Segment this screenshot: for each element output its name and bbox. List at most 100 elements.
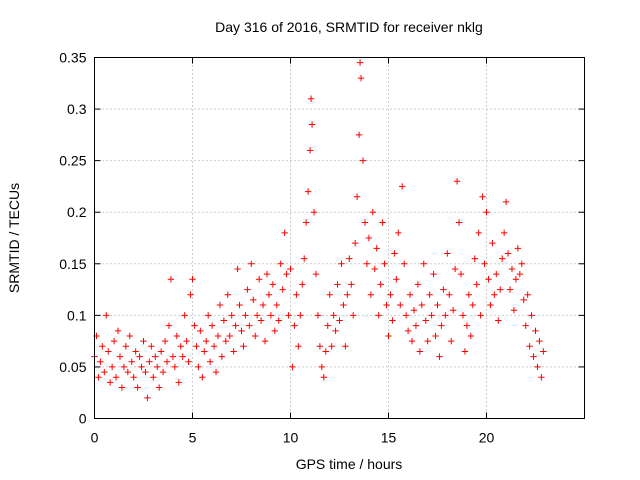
data-point [291, 322, 298, 329]
data-point [110, 337, 118, 345]
data-point [512, 276, 520, 283]
data-point [148, 343, 155, 350]
x-tick-label: 0 [91, 430, 99, 446]
data-point [485, 276, 492, 283]
y-tick-label: 0.2 [67, 204, 87, 220]
data-point [279, 286, 286, 293]
data-point [363, 260, 371, 267]
data-point [449, 307, 457, 314]
axis-ticks: 0 5 10 15 20 0 0.05 0.1 0.15 0.2 0.25 0.3 0.35 [59, 50, 585, 446]
data-point [430, 270, 437, 278]
data-point [253, 312, 261, 319]
data-point [210, 343, 218, 350]
data-point [116, 353, 124, 360]
data-point [316, 343, 324, 350]
data-point [375, 312, 382, 319]
data-point [293, 291, 300, 298]
data-point [189, 276, 196, 283]
data-point [265, 291, 273, 298]
data-point [222, 337, 230, 345]
data-point [422, 317, 429, 324]
data-point [199, 374, 206, 381]
data-point [138, 363, 145, 371]
data-point [212, 368, 220, 376]
data-point [197, 327, 204, 335]
y-tick-label: 0.35 [59, 50, 86, 66]
data-point [101, 368, 108, 376]
data-point [216, 301, 224, 309]
data-point [155, 384, 163, 391]
data-point [269, 281, 277, 288]
data-point [518, 260, 525, 267]
data-point [487, 301, 494, 309]
data-point [438, 322, 445, 329]
data-point [540, 348, 547, 355]
data-point [179, 353, 186, 360]
data-point [136, 353, 143, 360]
data-point [204, 312, 212, 319]
data-point [103, 312, 110, 319]
data-point [242, 312, 249, 319]
data-point [338, 260, 345, 267]
data-point [399, 183, 406, 190]
data-point [252, 332, 259, 340]
data-point [522, 322, 529, 329]
data-point [175, 379, 182, 386]
y-tick-label: 0.05 [59, 359, 86, 375]
data-point [473, 281, 480, 288]
data-point [355, 131, 363, 139]
data-point [275, 317, 282, 324]
data-point [346, 255, 353, 262]
data-point [416, 348, 424, 355]
data-point [220, 317, 228, 324]
data-point [506, 286, 514, 293]
data-point [395, 229, 402, 237]
x-tick-label: 10 [283, 430, 299, 446]
data-point [508, 265, 516, 273]
data-point [498, 255, 506, 262]
data-point [418, 301, 426, 309]
data-point [287, 265, 294, 273]
data-point [177, 343, 184, 350]
data-point [361, 219, 369, 226]
data-point [448, 337, 455, 345]
data-point [497, 286, 504, 293]
data-point [285, 312, 292, 319]
data-point [120, 363, 128, 371]
data-point [340, 301, 347, 309]
data-point [248, 260, 255, 267]
data-point [453, 178, 461, 185]
data-point [271, 327, 279, 335]
data-point [348, 281, 355, 288]
data-point [514, 245, 522, 252]
y-tick-label: 0.3 [67, 101, 87, 117]
data-point [424, 337, 431, 345]
data-point [455, 219, 463, 226]
data-point [495, 317, 502, 324]
data-point [255, 276, 263, 283]
data-point [95, 374, 102, 381]
data-point [332, 327, 339, 335]
data-point [477, 312, 484, 319]
data-point [475, 229, 482, 237]
data-point [371, 265, 378, 273]
data-point [434, 301, 441, 309]
x-tick-label: 15 [381, 430, 397, 446]
data-point [126, 332, 133, 340]
data-point [310, 209, 318, 216]
data-point [510, 307, 518, 314]
data-point [195, 363, 202, 371]
data-point [169, 353, 177, 360]
data-point [232, 322, 239, 329]
data-points [91, 59, 547, 402]
data-point [183, 337, 190, 345]
data-point [206, 358, 214, 365]
chart-title: Day 316 of 2016, SRMTID for receiver nkl… [215, 19, 483, 35]
data-point [218, 353, 226, 360]
data-point [273, 301, 280, 309]
data-point [489, 239, 496, 247]
y-axis-label: SRMTID / TECUs [6, 183, 22, 293]
data-point [201, 348, 208, 355]
data-point [250, 296, 257, 304]
